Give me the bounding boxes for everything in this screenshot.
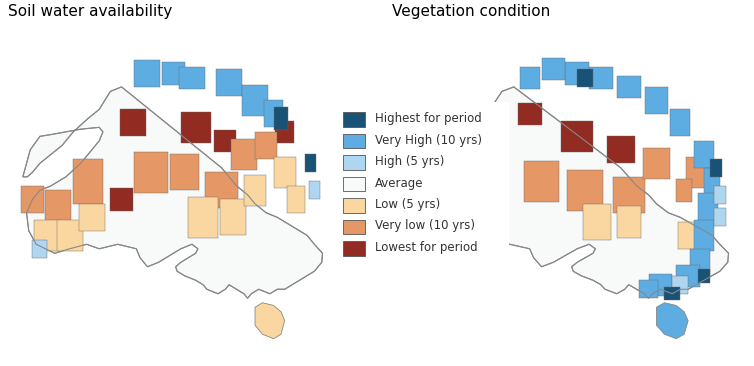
Bar (170, 154, 199, 190)
Bar (676, 265, 700, 287)
Bar (676, 179, 692, 202)
Bar (343, 241, 365, 256)
Bar (32, 240, 48, 258)
Bar (561, 121, 593, 152)
Bar (583, 204, 611, 240)
Bar (134, 60, 161, 87)
Bar (433, 186, 460, 222)
Bar (275, 121, 294, 143)
Bar (274, 107, 289, 130)
Bar (670, 109, 690, 137)
Bar (589, 67, 613, 89)
Bar (216, 69, 242, 96)
Bar (79, 204, 105, 231)
Bar (287, 186, 305, 213)
Bar (343, 220, 365, 234)
Bar (244, 175, 266, 206)
Bar (613, 177, 645, 213)
Bar (664, 287, 680, 300)
Bar (181, 112, 210, 143)
Bar (73, 159, 103, 204)
Bar (110, 188, 133, 210)
Bar (639, 280, 658, 298)
Text: Very low (10 yrs): Very low (10 yrs) (375, 220, 474, 232)
Bar (524, 161, 559, 202)
Bar (21, 186, 44, 213)
Bar (607, 137, 635, 163)
Polygon shape (409, 87, 728, 298)
Bar (343, 155, 365, 170)
Text: Very High (10 yrs): Very High (10 yrs) (375, 134, 482, 146)
Bar (686, 157, 706, 188)
Bar (343, 176, 365, 191)
Text: Lowest for period: Lowest for period (375, 241, 477, 254)
Bar (179, 67, 205, 89)
Bar (518, 102, 541, 125)
Bar (698, 193, 718, 224)
Bar (449, 213, 477, 240)
Bar (679, 222, 698, 249)
Bar (343, 112, 365, 127)
Bar (566, 62, 589, 85)
Text: Highest for period: Highest for period (375, 112, 481, 125)
Bar (35, 220, 60, 251)
Bar (274, 157, 296, 188)
Bar (642, 147, 670, 179)
Bar (205, 172, 238, 208)
Bar (698, 269, 710, 283)
Bar (704, 168, 720, 195)
Bar (714, 186, 726, 204)
Bar (578, 69, 593, 87)
Bar (343, 134, 365, 148)
Bar (648, 273, 673, 296)
Bar (265, 100, 283, 127)
Bar (710, 159, 722, 177)
Bar (188, 197, 218, 238)
Bar (120, 109, 146, 137)
Bar (242, 85, 268, 116)
Bar (714, 208, 726, 226)
Bar (617, 76, 641, 98)
Bar (45, 190, 72, 226)
Text: Vegetation condition: Vegetation condition (392, 4, 550, 19)
Bar (343, 198, 365, 213)
Bar (309, 181, 320, 199)
Text: High (5 yrs): High (5 yrs) (375, 155, 444, 168)
Bar (617, 206, 641, 238)
Bar (458, 159, 490, 195)
Bar (690, 249, 710, 276)
Text: Average: Average (375, 176, 423, 190)
Polygon shape (255, 303, 285, 339)
Polygon shape (657, 303, 688, 339)
Bar (231, 139, 257, 170)
Text: Low (5 yrs): Low (5 yrs) (375, 198, 440, 211)
Bar (134, 152, 168, 193)
Bar (255, 132, 277, 159)
Bar (214, 130, 237, 152)
Bar (305, 154, 316, 172)
Bar (417, 215, 444, 247)
Bar (520, 67, 540, 89)
Bar (57, 220, 82, 251)
Bar (645, 87, 668, 114)
Bar (162, 62, 185, 85)
Bar (673, 276, 688, 294)
Text: Soil water availability: Soil water availability (8, 4, 172, 19)
Bar (694, 220, 714, 251)
Bar (567, 170, 603, 210)
Bar (541, 58, 566, 80)
Bar (219, 199, 246, 235)
Bar (694, 141, 714, 168)
Polygon shape (23, 87, 323, 298)
